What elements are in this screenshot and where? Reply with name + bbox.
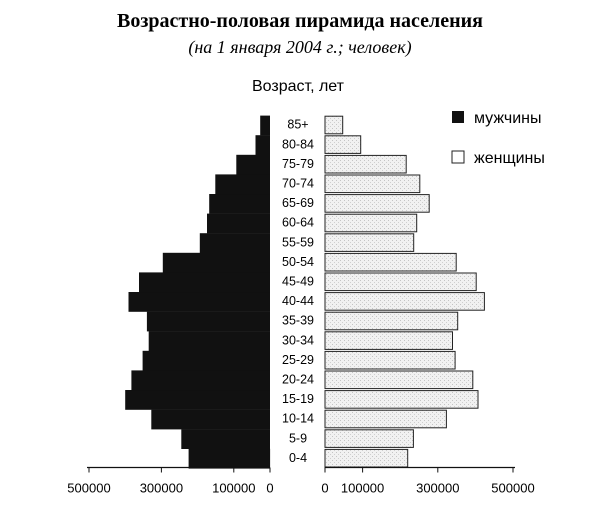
- age-label-85+: 85+: [287, 118, 308, 132]
- male-bar-80-84: [255, 135, 270, 155]
- female-bar-25-29: [324, 350, 456, 370]
- chart-title: Возрастно-половая пирамида населения: [117, 10, 483, 32]
- left-tick-label-300000: 300000: [140, 481, 183, 496]
- age-group-labels: 0-4 5-9 10-14 15-19 20-24 25-29 30-34 35-39 40-4…: [282, 118, 314, 465]
- age-label-25-29: 25-29: [282, 353, 314, 367]
- female-bar-20-24: [324, 370, 474, 390]
- age-label-60-64: 60-64: [282, 216, 314, 230]
- female-bar-0-4: [324, 448, 409, 468]
- male-bar-50-54: [162, 252, 270, 273]
- age-label-80-84: 80-84: [282, 137, 314, 151]
- female-bar-65-69: [324, 194, 430, 213]
- female-bar-10-14: [324, 409, 447, 429]
- female-bar-30-34: [324, 331, 453, 350]
- age-label-0-4: 0-4: [289, 451, 307, 465]
- female-bar-70-74: [324, 174, 421, 194]
- male-bar-10-14: [151, 409, 270, 430]
- male-bar-25-29: [142, 350, 270, 371]
- male-bar-65-69: [209, 194, 270, 214]
- female-bar-35-39: [324, 311, 459, 331]
- age-label-50-54: 50-54: [282, 255, 314, 269]
- age-label-75-79: 75-79: [282, 157, 314, 171]
- left-tick-label-500000: 500000: [67, 481, 110, 496]
- left-tick-label-0: 0: [266, 481, 273, 496]
- female-bar-50-54: [324, 252, 457, 272]
- male-bar-0-4: [188, 448, 271, 469]
- legend-label-male: мужчины: [474, 110, 542, 127]
- female-bars: [324, 115, 485, 468]
- right-tick-label-0: 0: [321, 481, 328, 496]
- y-axis-label: Возраст, лет: [252, 78, 345, 95]
- right-tick-label-500000: 500000: [491, 481, 534, 496]
- right-x-axis-ticks: 0 100000 300000 500000: [321, 467, 535, 496]
- female-bar-45-49: [324, 272, 477, 292]
- female-bar-80-84: [324, 135, 362, 154]
- female-bar-55-59: [324, 233, 415, 252]
- male-bar-45-49: [139, 272, 270, 293]
- age-label-40-44: 40-44: [282, 294, 314, 308]
- age-label-70-74: 70-74: [282, 177, 314, 191]
- male-bar-15-19: [125, 390, 270, 410]
- male-bar-55-59: [199, 233, 270, 253]
- male-bar-40-44: [128, 292, 270, 312]
- female-bar-75-79: [324, 154, 407, 174]
- legend-swatch-female: [451, 150, 465, 164]
- male-bar-75-79: [236, 154, 270, 175]
- male-bar-85+: [260, 115, 270, 136]
- age-label-45-49: 45-49: [282, 275, 314, 289]
- left-x-axis-ticks: 500000 300000 100000 0: [67, 467, 274, 496]
- right-tick-label-300000: 300000: [416, 481, 459, 496]
- male-bar-20-24: [131, 370, 270, 391]
- chart-subtitle: (на 1 января 2004 г.; человек): [188, 37, 411, 58]
- age-label-55-59: 55-59: [282, 235, 314, 249]
- male-bar-35-39: [146, 311, 270, 332]
- age-label-15-19: 15-19: [282, 392, 314, 406]
- male-bar-60-64: [207, 213, 270, 234]
- age-label-10-14: 10-14: [282, 412, 314, 426]
- male-bar-70-74: [215, 174, 270, 195]
- female-bar-15-19: [324, 390, 479, 409]
- legend-swatch-male: [452, 111, 464, 123]
- legend: мужчины женщины: [451, 110, 545, 167]
- age-label-5-9: 5-9: [289, 431, 307, 445]
- female-bar-85+: [324, 115, 344, 135]
- right-tick-label-100000: 100000: [341, 481, 384, 496]
- male-bars: [125, 115, 271, 469]
- legend-label-female: женщины: [474, 150, 545, 167]
- female-bar-60-64: [324, 213, 418, 233]
- age-label-20-24: 20-24: [282, 373, 314, 387]
- age-label-30-34: 30-34: [282, 333, 314, 347]
- left-tick-label-100000: 100000: [212, 481, 255, 496]
- age-label-35-39: 35-39: [282, 314, 314, 328]
- male-bar-5-9: [181, 429, 270, 449]
- female-bar-40-44: [324, 292, 485, 311]
- male-bar-30-34: [148, 331, 270, 351]
- age-label-65-69: 65-69: [282, 196, 314, 210]
- female-bar-5-9: [324, 429, 414, 448]
